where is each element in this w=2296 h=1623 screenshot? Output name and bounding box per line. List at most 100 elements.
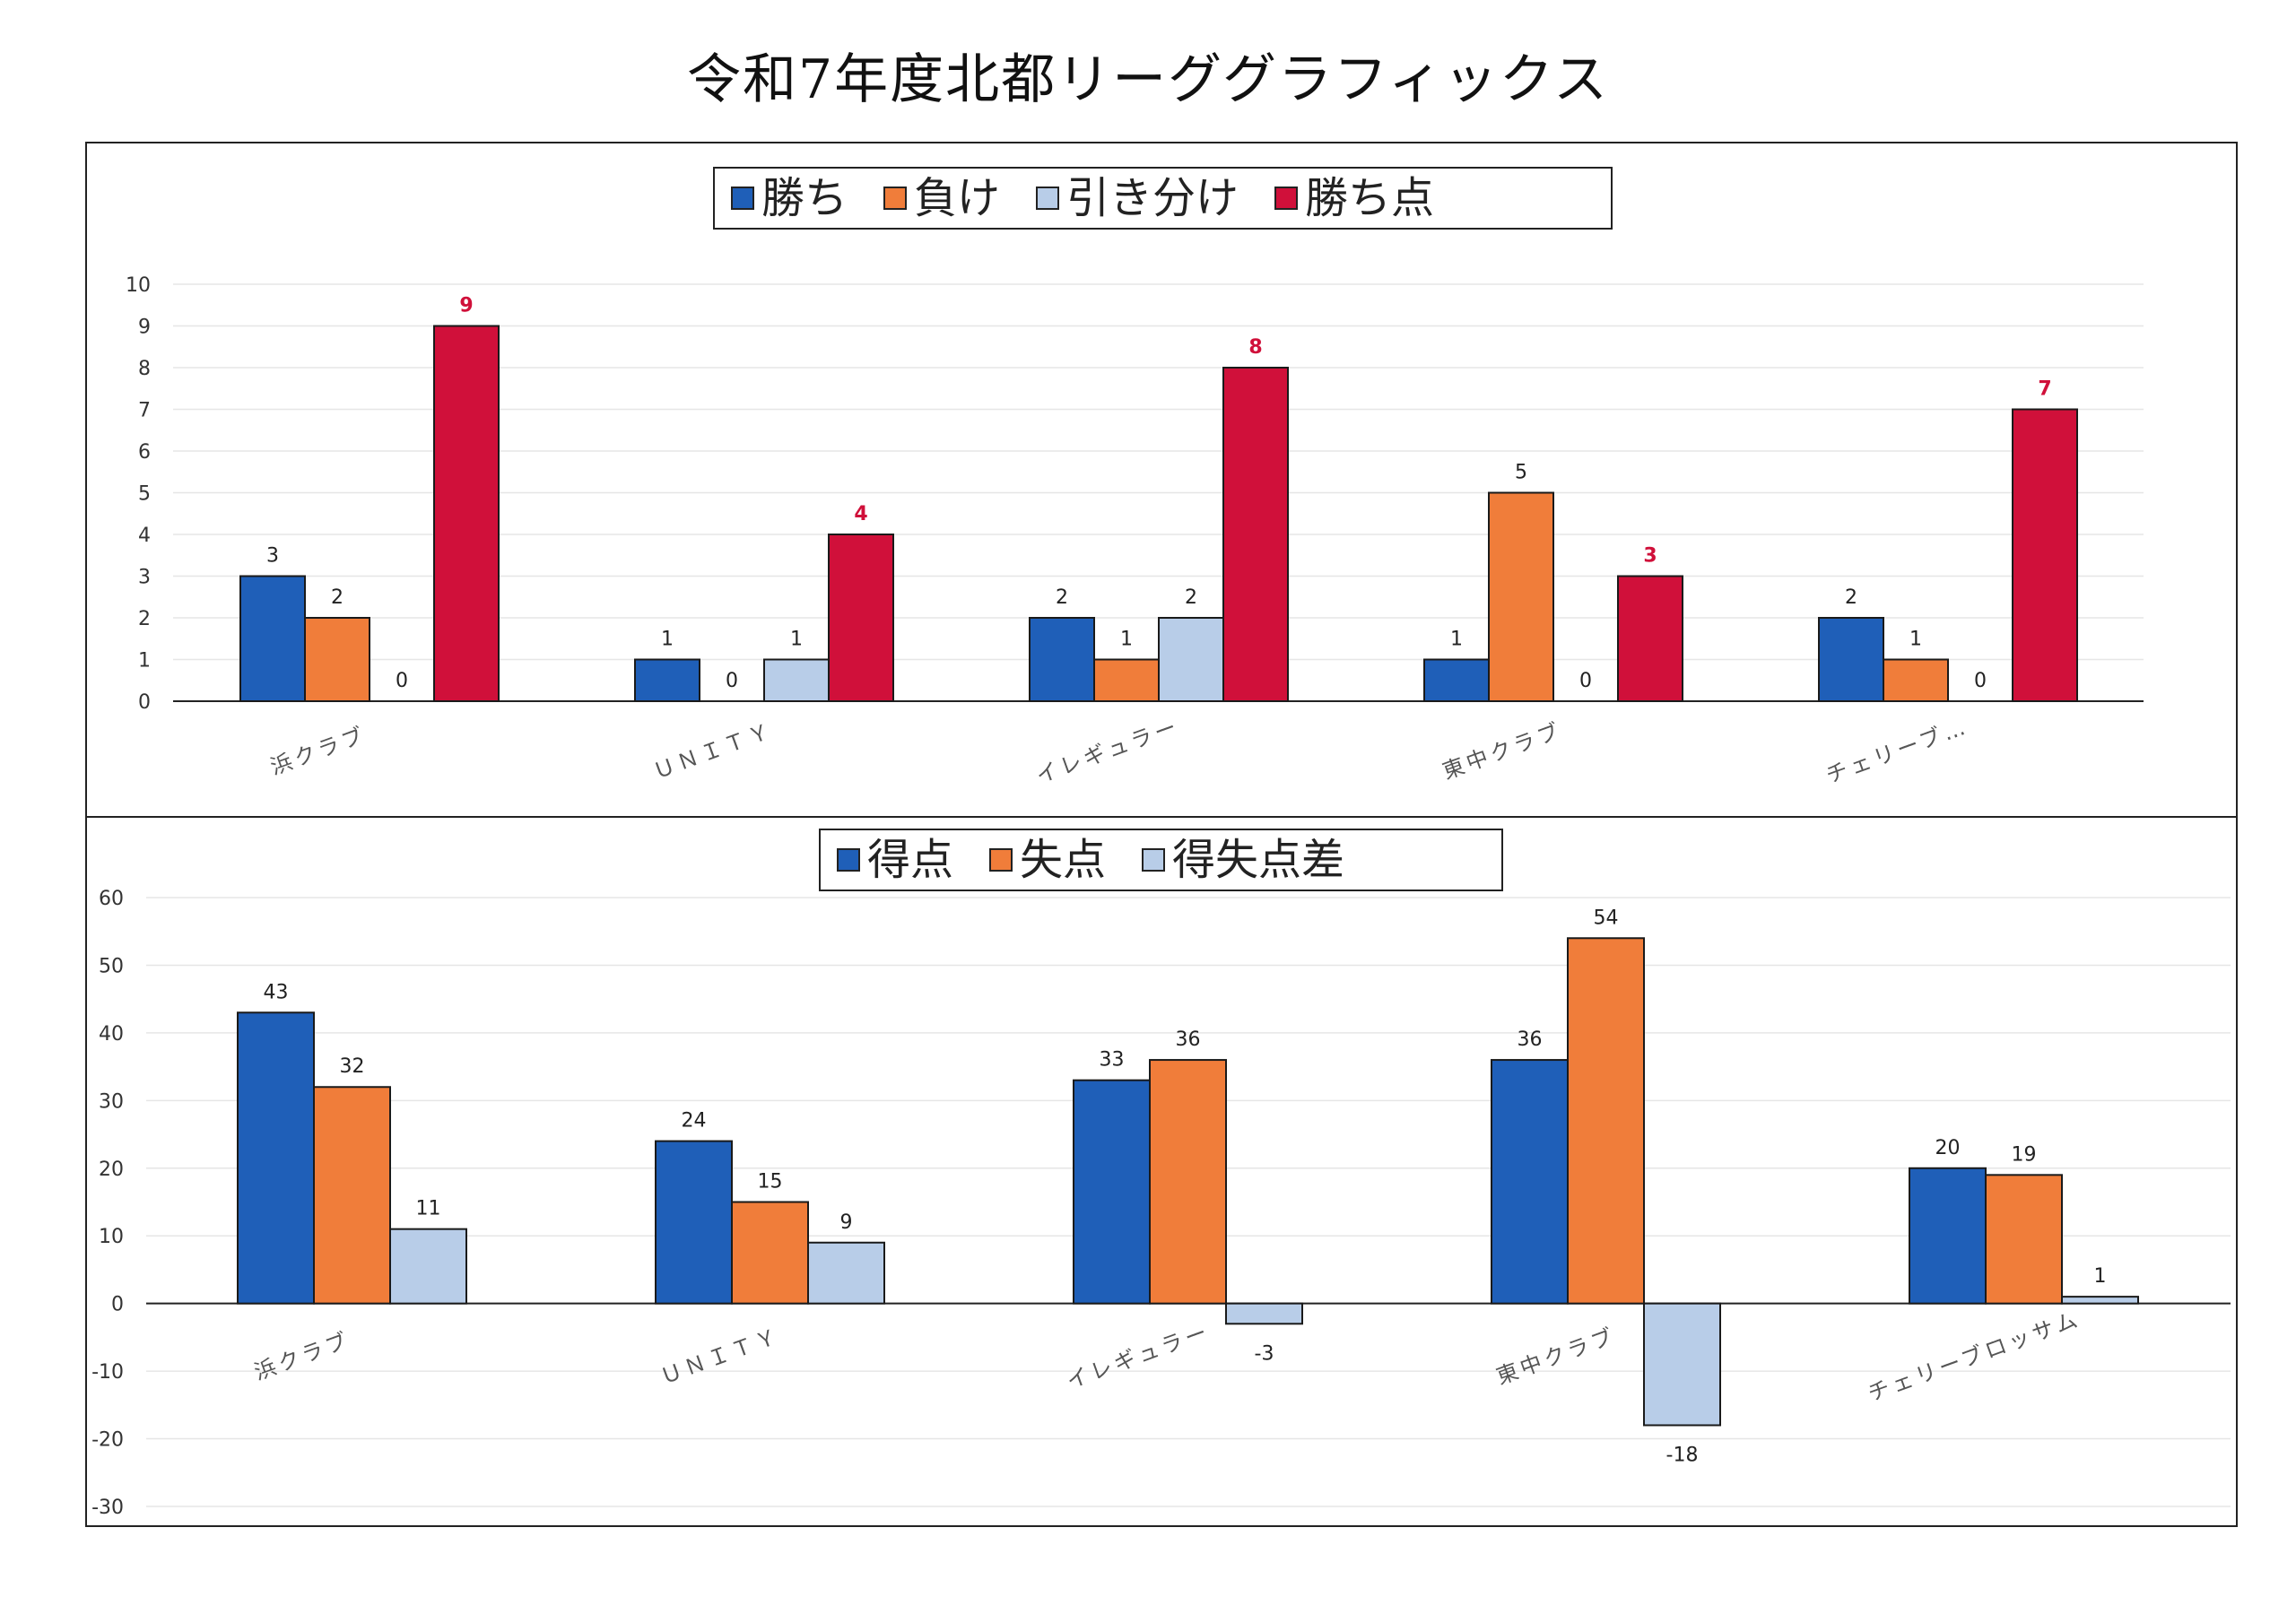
data-label-draw: 0 — [1579, 670, 1592, 692]
y-tick-label: -20 — [91, 1429, 124, 1452]
data-label-loss: 2 — [331, 586, 344, 609]
legend-swatch-loss — [883, 187, 908, 210]
y-tick-label: 2 — [138, 608, 151, 630]
bar-goals-for — [1073, 1079, 1151, 1305]
data-label-points: 7 — [2038, 378, 2051, 401]
data-label-goal-diff: 9 — [840, 1211, 853, 1234]
bar-points — [1222, 367, 1289, 702]
bar-win — [1818, 617, 1884, 702]
legend-swatch-points — [1274, 187, 1299, 210]
y-tick-label: 10 — [99, 1226, 124, 1248]
data-label-win: 1 — [1450, 629, 1463, 651]
chart-frame — [85, 142, 2238, 1527]
legend-label-goal-diff: 得失点差 — [1172, 835, 1345, 885]
data-label-goals-for: 43 — [264, 981, 289, 1003]
y-tick-label: -10 — [91, 1361, 124, 1384]
data-label-goals-against: 19 — [2012, 1143, 2037, 1166]
legend-swatch-goal-diff — [1142, 848, 1166, 872]
data-label-draw: 0 — [396, 670, 408, 692]
y-tick-label: 6 — [138, 441, 151, 464]
data-label-goals-against: 32 — [340, 1055, 365, 1078]
bar-goal-diff — [389, 1228, 467, 1305]
bar-goals-against — [313, 1086, 391, 1305]
bar-goals-against — [731, 1201, 809, 1305]
data-label-goal-diff: -3 — [1255, 1342, 1274, 1365]
category-label: チェリーブロッサム — [1865, 1306, 2084, 1407]
data-label-points: 4 — [854, 503, 867, 525]
y-tick-label: 30 — [99, 1090, 124, 1113]
legend-item-points: 勝ち点 — [1274, 177, 1434, 220]
y-tick-label: 20 — [99, 1159, 124, 1181]
y-tick-label: 40 — [99, 1023, 124, 1046]
legend-top: 勝ち 負け 引き分け 勝ち点 — [713, 167, 1613, 230]
legend-item-goals-against: 失点 — [989, 838, 1106, 881]
legend-label-goals-against: 失点 — [1020, 835, 1107, 885]
y-tick-label: 5 — [138, 483, 151, 506]
legend-item-goals-for: 得点 — [837, 838, 953, 881]
bar-goals-for — [237, 1011, 315, 1305]
data-label-loss: 1 — [1120, 629, 1133, 651]
bar-goals-for — [1491, 1059, 1569, 1305]
bar-draw — [1158, 617, 1224, 702]
y-tick-label: 50 — [99, 955, 124, 977]
data-label-loss: 5 — [1515, 462, 1527, 484]
category-label: 東中クラブ — [1493, 1323, 1620, 1389]
bar-loss — [1883, 658, 1949, 702]
y-tick-label: 0 — [138, 691, 151, 714]
data-label-goals-for: 33 — [1100, 1049, 1125, 1072]
legend-item-win: 勝ち — [731, 177, 848, 220]
bar-goal-diff — [1643, 1302, 1721, 1427]
legend-label-points: 勝ち点 — [1305, 173, 1435, 223]
bar-goals-against — [1985, 1174, 2063, 1305]
y-tick-label: 4 — [138, 525, 151, 547]
category-label: 浜クラブ — [251, 1327, 354, 1385]
data-label-goals-against: 36 — [1176, 1028, 1201, 1051]
bar-goal-diff — [807, 1241, 885, 1305]
legend-label-draw: 引き分け — [1066, 173, 1239, 223]
bar-loss — [304, 617, 370, 702]
data-label-win: 2 — [1845, 586, 1857, 609]
bar-loss — [1093, 658, 1160, 702]
legend-label-loss: 負け — [914, 173, 1001, 223]
data-label-win: 2 — [1056, 586, 1068, 609]
bar-win — [1423, 658, 1490, 702]
bar-loss — [1488, 491, 1554, 702]
y-tick-label: 10 — [126, 274, 151, 297]
bar-win — [634, 658, 700, 702]
data-label-goals-for: 24 — [682, 1110, 707, 1133]
y-tick-label: 3 — [138, 567, 151, 589]
data-label-points: 8 — [1248, 336, 1262, 359]
data-label-goals-for: 20 — [1935, 1137, 1961, 1159]
bar-goals-for — [655, 1140, 733, 1305]
category-label: イレギュラー — [1064, 1319, 1213, 1394]
bar-goal-diff — [1225, 1302, 1303, 1325]
y-tick-label: 0 — [111, 1294, 124, 1316]
data-label-points: 9 — [459, 295, 473, 317]
legend-item-loss: 負け — [883, 177, 1000, 220]
bar-goals-against — [1567, 937, 1645, 1305]
legend-label-goals-for: 得点 — [867, 835, 954, 885]
data-label-draw: 1 — [790, 629, 803, 651]
data-label-goals-for: 36 — [1518, 1028, 1543, 1051]
bar-win — [1029, 617, 1095, 702]
y-tick-label: 60 — [99, 888, 124, 910]
category-label: ＵＮＩＴＹ — [657, 1323, 784, 1389]
data-label-draw: 2 — [1185, 586, 1197, 609]
data-label-win: 3 — [266, 545, 279, 568]
legend-label-win: 勝ち — [761, 173, 848, 223]
y-tick-label: 9 — [138, 317, 151, 339]
bar-goal-diff — [2061, 1296, 2139, 1305]
legend-item-draw: 引き分け — [1036, 177, 1239, 220]
legend-swatch-win — [731, 187, 754, 210]
legend-swatch-goals-against — [989, 848, 1013, 872]
page-title: 令和7年度北都リーググラフィックス — [687, 48, 1609, 111]
data-label-points: 3 — [1643, 545, 1657, 568]
data-label-loss: 1 — [1909, 629, 1922, 651]
data-label-goals-against: 54 — [1594, 907, 1619, 929]
data-label-draw: 0 — [1974, 670, 1987, 692]
y-tick-label: 1 — [138, 650, 151, 673]
legend-bottom: 得点 失点 得失点差 — [819, 829, 1503, 891]
data-label-goal-diff: 1 — [2094, 1265, 2107, 1288]
